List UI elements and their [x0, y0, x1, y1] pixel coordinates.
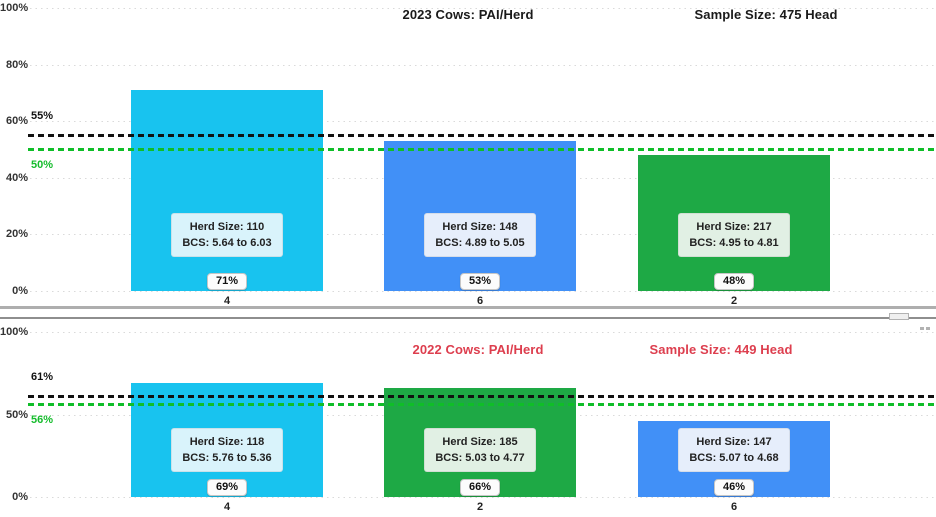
bcs-label: BCS: 5.03 to 4.77: [435, 452, 525, 464]
bar-group: Herd Size: 147 BCS: 5.07 to 4.68 46% 6: [638, 0, 830, 517]
bar-value-pill-wrap: 66%: [384, 477, 576, 496]
panel-divider-bottom: [0, 317, 936, 319]
bar-group: Herd Size: 148 BCS: 4.89 to 5.05 53% 6: [384, 0, 576, 517]
reference-line-label: 56%: [31, 413, 54, 426]
bar-value-pill-wrap: 46%: [638, 477, 830, 496]
bar-annotation-box: Herd Size: 185 BCS: 5.03 to 4.77: [384, 428, 576, 472]
bar-annotation-box: Herd Size: 217 BCS: 4.95 to 4.81: [638, 213, 830, 257]
bar-annotation-box: Herd Size: 118 BCS: 5.76 to 5.36: [131, 428, 323, 472]
chart-title-2022: 2022 Cows: PAI/Herd: [412, 342, 544, 357]
y-axis-tick: 0%: [12, 285, 28, 297]
y-axis-tick: 40%: [5, 171, 28, 184]
y-axis-tick: 100%: [0, 326, 29, 338]
bcs-label: BCS: 4.95 to 4.81: [689, 237, 779, 249]
gridline: [30, 8, 936, 9]
herd-size-label: Herd Size: 217: [696, 221, 772, 233]
grip-dots-icon[interactable]: [920, 317, 932, 335]
bar-group: Herd Size: 217 BCS: 4.95 to 4.81 48% 2: [638, 0, 830, 517]
reference-line-black: [28, 133, 936, 137]
bar-value-pill-wrap: 71%: [131, 271, 323, 290]
bar-value-pill: 66%: [459, 479, 501, 496]
gridline: [30, 291, 936, 292]
herd-size-label: Herd Size: 185: [442, 436, 518, 448]
gridline: [30, 64, 936, 66]
bar-value-pill: 53%: [459, 273, 501, 290]
bar-annotation-box: Herd Size: 148 BCS: 4.89 to 5.05: [384, 213, 576, 257]
x-axis-category: 2: [476, 501, 484, 513]
reference-line-green: [28, 403, 936, 407]
bar-group: Herd Size: 185 BCS: 5.03 to 4.77 66% 2: [384, 0, 576, 517]
bar-annotation-box: Herd Size: 110 BCS: 5.64 to 6.03: [131, 213, 323, 257]
herd-size-label: Herd Size: 148: [442, 221, 518, 233]
bar-group: Herd Size: 118 BCS: 5.76 to 5.36 69% 4: [131, 0, 323, 517]
x-axis-category: 6: [730, 501, 738, 513]
bar-value-pill: 46%: [713, 479, 755, 496]
sample-size-2023: Sample Size: 475 Head: [694, 7, 838, 22]
y-axis-tick: 60%: [5, 115, 28, 128]
bar-group: Herd Size: 110 BCS: 5.64 to 6.03 71% 4: [131, 0, 323, 517]
bar-annotation-box: Herd Size: 147 BCS: 5.07 to 4.68: [638, 428, 830, 472]
bcs-label: BCS: 5.76 to 5.36: [182, 452, 272, 464]
bar-value-pill: 69%: [206, 479, 248, 496]
reference-line-label: 50%: [31, 158, 54, 171]
y-axis-tick: 100%: [0, 2, 29, 14]
x-axis-category: 4: [223, 501, 231, 513]
bcs-label: BCS: 5.64 to 6.03: [182, 237, 272, 249]
bar-value-pill-wrap: 69%: [131, 477, 323, 496]
sample-size-2022: Sample Size: 449 Head: [649, 342, 793, 357]
reference-line-label: 55%: [31, 110, 54, 123]
gridline: [30, 332, 936, 333]
herd-size-label: Herd Size: 110: [189, 221, 265, 233]
resize-handle-icon[interactable]: [889, 313, 909, 320]
panel-divider-top: [0, 306, 936, 309]
chart-title-2023: 2023 Cows: PAI/Herd: [402, 7, 534, 22]
herd-size-label: Herd Size: 118: [189, 436, 265, 448]
bar-value-pill-wrap: 53%: [384, 271, 576, 290]
y-axis-tick: 80%: [5, 58, 28, 71]
reference-line-green: [28, 148, 936, 151]
x-axis-category: 4: [223, 295, 231, 307]
bar-value-pill: 48%: [713, 273, 755, 290]
y-axis-tick: 20%: [5, 228, 28, 241]
gridline: [30, 497, 936, 498]
bcs-label: BCS: 5.07 to 4.68: [689, 452, 779, 464]
y-axis-tick: 50%: [5, 408, 28, 421]
x-axis-category: 6: [476, 295, 484, 307]
bar-value-pill: 71%: [206, 273, 248, 290]
herd-size-label: Herd Size: 147: [696, 436, 772, 448]
gridline: [30, 121, 936, 123]
bar[interactable]: [131, 90, 323, 291]
bcs-label: BCS: 4.89 to 5.05: [435, 237, 525, 249]
x-axis-category: 2: [730, 295, 738, 307]
bar-value-pill-wrap: 48%: [638, 271, 830, 290]
y-axis-tick: 0%: [12, 491, 28, 503]
reference-line-label: 61%: [31, 371, 54, 384]
reference-line-black: [28, 394, 936, 398]
